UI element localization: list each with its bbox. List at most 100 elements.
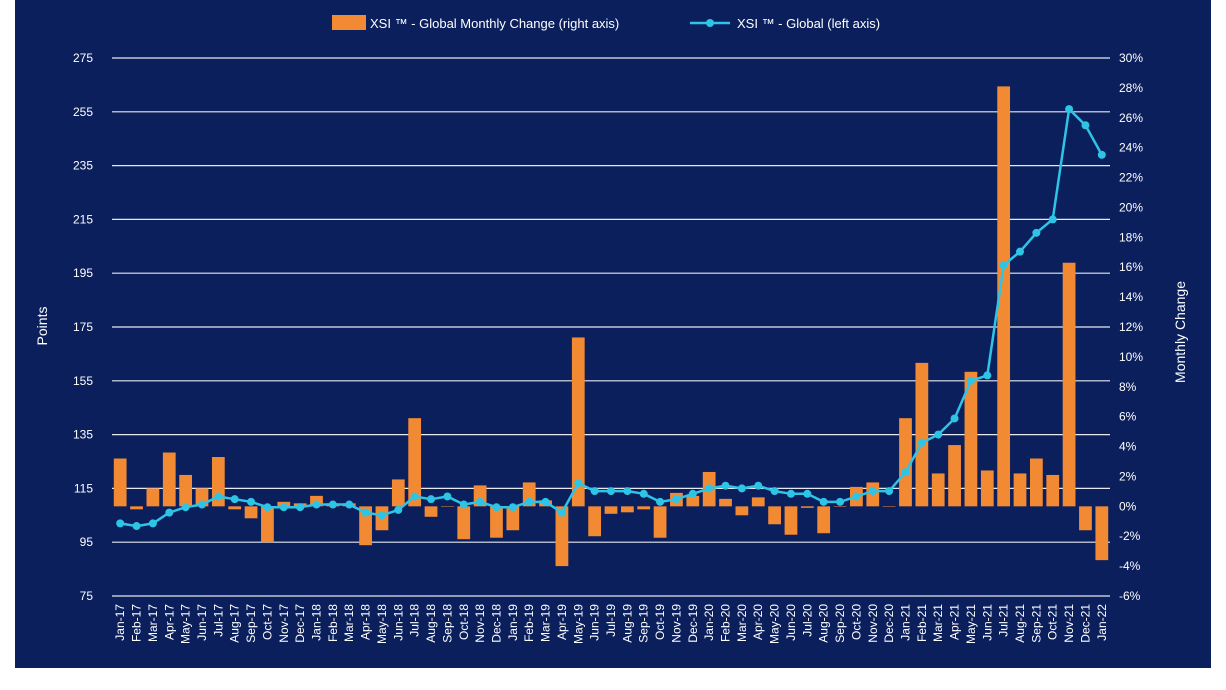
right-tick-label: 16% bbox=[1119, 260, 1143, 274]
bar bbox=[555, 506, 569, 567]
x-tick-label: Jul-21 bbox=[997, 604, 1011, 637]
line-point bbox=[377, 511, 386, 520]
x-tick-label: Oct-20 bbox=[849, 604, 863, 640]
bar bbox=[1029, 458, 1043, 507]
line-point bbox=[574, 479, 583, 488]
right-tick-label: 20% bbox=[1119, 200, 1143, 214]
line-point bbox=[999, 261, 1008, 270]
line-point bbox=[165, 508, 174, 517]
x-tick-label: Jul-20 bbox=[800, 604, 814, 637]
bar bbox=[948, 445, 961, 507]
right-tick-label: -2% bbox=[1119, 529, 1141, 543]
line-point bbox=[607, 487, 615, 496]
x-tick-label: Jun-20 bbox=[784, 604, 798, 641]
line-point bbox=[525, 497, 534, 506]
right-tick-label: 28% bbox=[1119, 81, 1143, 95]
left-tick-label: 195 bbox=[73, 266, 93, 280]
x-tick-label: Oct-17 bbox=[260, 604, 274, 640]
line-point bbox=[639, 489, 648, 498]
line-point bbox=[181, 503, 190, 512]
line-point bbox=[1081, 121, 1090, 130]
line-point bbox=[148, 519, 157, 528]
x-tick-label: Mar-19 bbox=[539, 604, 553, 642]
right-tick-label: -4% bbox=[1119, 559, 1141, 573]
line-point bbox=[476, 497, 485, 506]
bar bbox=[1013, 473, 1027, 507]
x-tick-label: Sep-17 bbox=[244, 604, 258, 643]
x-tick-label: Dec-17 bbox=[293, 604, 307, 643]
bar bbox=[588, 506, 602, 537]
left-axis-ticks: 275 255 235 215 195 175 155 135 115 95 75 bbox=[73, 51, 93, 603]
right-tick-label: 2% bbox=[1119, 469, 1137, 483]
legend-bar-label: XSI ™ - Global Monthly Change (right axi… bbox=[370, 16, 619, 31]
right-tick-label: 0% bbox=[1119, 499, 1137, 513]
line-point bbox=[623, 487, 632, 496]
line-point bbox=[427, 495, 436, 504]
bar bbox=[408, 418, 422, 507]
x-tick-label: Oct-19 bbox=[653, 604, 667, 640]
x-tick-label: Sep-19 bbox=[637, 604, 651, 643]
bar bbox=[359, 506, 372, 546]
line-point bbox=[116, 519, 125, 528]
x-tick-label: Aug-21 bbox=[1013, 604, 1027, 643]
line-point bbox=[492, 503, 501, 512]
bar bbox=[1079, 506, 1092, 531]
x-tick-label: Aug-18 bbox=[424, 604, 438, 643]
right-axis-ticks: 30% 28% 26% 24% 22% 20% 18% 16% 14% 12% 10% 8% 6% 4% 2… bbox=[1119, 51, 1143, 603]
bar bbox=[637, 506, 651, 510]
line-point bbox=[459, 500, 468, 509]
line-point bbox=[688, 489, 697, 498]
line-point bbox=[1048, 215, 1057, 224]
right-tick-label: -6% bbox=[1119, 589, 1141, 603]
x-tick-label: Feb-19 bbox=[522, 604, 536, 642]
x-tick-label: May-17 bbox=[179, 604, 193, 644]
legend-line-label: XSI ™ - Global (left axis) bbox=[737, 16, 880, 31]
x-tick-label: Sep-21 bbox=[1029, 604, 1043, 643]
x-tick-label: Oct-21 bbox=[1046, 604, 1060, 640]
bar bbox=[751, 497, 765, 507]
line-point bbox=[901, 468, 910, 477]
left-tick-label: 135 bbox=[73, 428, 93, 442]
left-tick-label: 75 bbox=[80, 589, 94, 603]
x-tick-label: Aug-19 bbox=[620, 604, 634, 643]
line-point bbox=[852, 492, 861, 501]
right-tick-label: 30% bbox=[1119, 51, 1143, 65]
bar bbox=[915, 362, 929, 507]
bar bbox=[817, 506, 831, 534]
bar bbox=[130, 506, 143, 510]
line-point bbox=[247, 497, 256, 506]
line-point bbox=[345, 500, 354, 509]
bar bbox=[391, 479, 405, 507]
left-tick-label: 115 bbox=[74, 481, 93, 495]
bar bbox=[244, 506, 258, 519]
line-point bbox=[1097, 150, 1106, 159]
bar bbox=[833, 506, 847, 507]
line-point bbox=[590, 487, 599, 496]
left-tick-label: 175 bbox=[73, 320, 93, 334]
line-point bbox=[1016, 247, 1025, 256]
legend-bar-swatch bbox=[332, 15, 366, 30]
right-axis-title: Monthly Change bbox=[1172, 281, 1188, 383]
x-tick-label: Jan-22 bbox=[1095, 604, 1109, 641]
x-tick-label: Dec-21 bbox=[1078, 604, 1092, 643]
x-tick-label: Mar-18 bbox=[342, 604, 356, 642]
x-tick-label: Jun-18 bbox=[391, 604, 405, 641]
bar bbox=[604, 506, 618, 514]
x-tick-label: Jun-19 bbox=[588, 604, 602, 641]
line-point bbox=[672, 495, 681, 504]
line-point bbox=[737, 484, 746, 493]
x-tick-label: Apr-18 bbox=[359, 604, 373, 640]
bar bbox=[506, 506, 520, 531]
x-tick-label: Feb-21 bbox=[915, 604, 929, 642]
x-tick-label: Jan-20 bbox=[702, 604, 716, 641]
bar bbox=[719, 498, 732, 507]
right-tick-label: 18% bbox=[1119, 230, 1143, 244]
x-tick-label: Jan-18 bbox=[310, 604, 324, 641]
legend-line-marker bbox=[706, 19, 714, 27]
line-point bbox=[770, 487, 779, 496]
bar bbox=[162, 452, 176, 507]
x-tick-label: May-21 bbox=[964, 604, 978, 644]
bar bbox=[1062, 262, 1076, 507]
left-tick-label: 235 bbox=[73, 159, 93, 173]
line-point bbox=[328, 500, 337, 509]
